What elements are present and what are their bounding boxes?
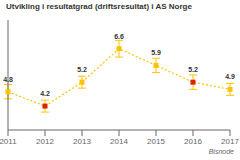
- svg-text:2011: 2011: [8, 137, 17, 146]
- svg-text:2014: 2014: [110, 137, 128, 146]
- svg-text:2013: 2013: [73, 137, 91, 146]
- svg-text:5.2: 5.2: [188, 66, 198, 73]
- html-text:Utvikling i resultatgrad (drif: Utvikling i resultatgrad (driftsresultat…: [6, 2, 192, 11]
- svg-text:2015: 2015: [147, 137, 165, 146]
- svg-text:2017: 2017: [221, 137, 232, 146]
- svg-text:4.2: 4.2: [40, 90, 50, 97]
- svg-text:2012: 2012: [36, 137, 54, 146]
- svg-text:5.2: 5.2: [77, 66, 87, 73]
- svg-text:4.8: 4.8: [8, 76, 13, 83]
- svg-text:5.9: 5.9: [151, 49, 161, 56]
- svg-text:2016: 2016: [184, 137, 202, 146]
- html-text:Bisnode: Bisnode: [208, 148, 234, 155]
- svg-text:6.6: 6.6: [114, 33, 124, 40]
- svg-text:4.9: 4.9: [225, 73, 232, 80]
